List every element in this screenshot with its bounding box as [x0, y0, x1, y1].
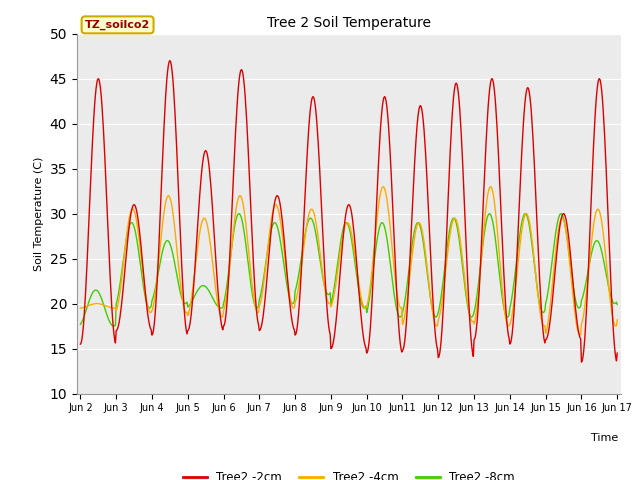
Legend: Tree2 -2cm, Tree2 -4cm, Tree2 -8cm: Tree2 -2cm, Tree2 -4cm, Tree2 -8cm [178, 466, 520, 480]
Title: Tree 2 Soil Temperature: Tree 2 Soil Temperature [267, 16, 431, 30]
X-axis label: Time: Time [591, 433, 618, 443]
Y-axis label: Soil Temperature (C): Soil Temperature (C) [34, 156, 44, 271]
Text: TZ_soilco2: TZ_soilco2 [85, 20, 150, 30]
